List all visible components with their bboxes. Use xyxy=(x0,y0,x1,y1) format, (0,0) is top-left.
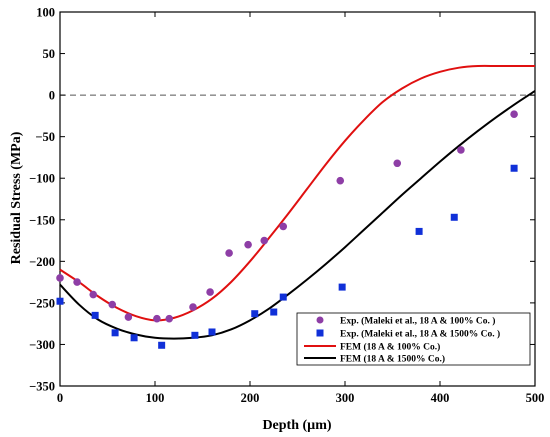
x-axis-label: Depth (µm) xyxy=(262,418,331,433)
y-tick-label: 100 xyxy=(36,6,55,20)
data-point-exp-100 xyxy=(56,274,64,282)
data-point-exp-100 xyxy=(510,110,518,119)
data-point-exp-100 xyxy=(124,313,133,321)
y-tick-label: 0 xyxy=(49,89,55,103)
data-point-exp-100 xyxy=(206,288,214,296)
legend-label-fem-1500: FEM (18 A & 1500% Co.) xyxy=(340,354,445,365)
y-tick-label: −200 xyxy=(29,255,55,269)
x-tick-label: 200 xyxy=(241,391,260,405)
y-tick-label: −50 xyxy=(35,130,55,144)
y-axis-label: Residual Stress (MPa) xyxy=(9,131,24,264)
y-tick-label: −350 xyxy=(29,380,55,394)
legend-label-exp-1500: Exp. (Maleki et al., 18 A & 1500% Co. ) xyxy=(340,329,500,340)
data-point-exp-1500 xyxy=(270,308,278,316)
x-tick-label: 100 xyxy=(146,391,165,405)
data-point-exp-1500 xyxy=(56,297,64,305)
data-point-exp-1500 xyxy=(158,341,166,349)
data-point-exp-100 xyxy=(260,236,269,245)
data-point-exp-1500 xyxy=(450,213,458,221)
data-point-exp-100 xyxy=(225,249,233,257)
legend-box xyxy=(296,312,531,366)
x-axis-ticks: 0 100 200 300 400 500 xyxy=(57,12,545,405)
experimental-points xyxy=(56,110,518,349)
data-point-exp-1500 xyxy=(130,334,138,342)
x-tick-label: 0 xyxy=(57,391,63,405)
data-point-exp-100 xyxy=(108,300,117,309)
y-tick-label: −300 xyxy=(29,338,55,352)
data-point-exp-100 xyxy=(165,314,174,323)
data-point-exp-1500 xyxy=(510,164,518,172)
data-point-exp-100 xyxy=(336,176,345,185)
fem-lines xyxy=(59,64,536,340)
legend: Exp. (Maleki et al., 18 A & 100% Co. ) E… xyxy=(296,312,531,366)
data-point-exp-100 xyxy=(244,240,252,249)
data-point-exp-1500 xyxy=(208,328,216,336)
plot-area xyxy=(59,11,536,387)
fem-line-series-3 xyxy=(59,90,536,340)
y-tick-label: −250 xyxy=(29,296,55,310)
data-point-exp-100 xyxy=(457,146,465,154)
data-point-exp-1500 xyxy=(111,329,119,337)
legend-label-exp-100: Exp. (Maleki et al., 18 A & 100% Co. ) xyxy=(340,316,495,327)
data-point-exp-100 xyxy=(73,278,81,286)
legend-marker-exp-100 xyxy=(316,316,324,324)
x-tick-label: 300 xyxy=(336,391,355,405)
x-tick-label: 500 xyxy=(526,391,545,405)
data-point-exp-100 xyxy=(153,314,161,323)
data-point-exp-1500 xyxy=(191,331,199,339)
legend-label-fem-100: FEM (18 A & 100% Co.) xyxy=(340,342,440,353)
data-point-exp-1500 xyxy=(91,311,99,319)
legend-marker-exp-1500 xyxy=(316,329,324,337)
y-tick-label: 50 xyxy=(43,47,56,61)
data-point-exp-100 xyxy=(189,303,197,311)
data-point-exp-1500 xyxy=(338,283,346,291)
x-tick-label: 400 xyxy=(431,391,450,405)
data-point-exp-1500 xyxy=(415,227,423,235)
data-point-exp-100 xyxy=(89,290,98,299)
y-axis-ticks: −350 −300 −250 −200 −150 −100 −50 0 50 100 xyxy=(29,6,535,394)
data-point-exp-100 xyxy=(279,222,288,231)
y-tick-label: −150 xyxy=(29,213,55,227)
data-point-exp-100 xyxy=(393,159,402,168)
data-point-exp-1500 xyxy=(251,310,259,318)
y-tick-label: −100 xyxy=(29,172,55,186)
fem-line-series-2 xyxy=(59,64,535,322)
data-point-exp-1500 xyxy=(279,293,287,301)
